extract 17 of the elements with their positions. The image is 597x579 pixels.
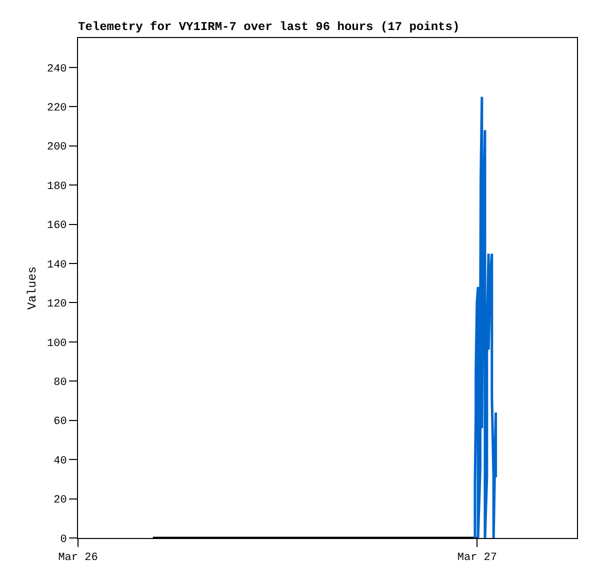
y-tick-label: 40	[54, 455, 67, 468]
y-tick-label: 200	[46, 142, 67, 154]
x-tick-label: Mar 26	[58, 552, 98, 564]
chart-title: Telemetry for VY1IRM-7 over last 96 hours (17 points)	[78, 20, 460, 34]
y-tick-label: 180	[46, 180, 67, 193]
y-tick-label: 0	[60, 534, 67, 546]
y-tick-label: 80	[54, 376, 67, 389]
y-tick-label: 160	[46, 220, 67, 232]
y-tick-label: 140	[46, 259, 67, 272]
y-tick-label: 100	[46, 338, 67, 350]
y-tick-label: 220	[46, 102, 67, 114]
y-tick-label: 120	[46, 298, 67, 311]
x-tick-label: Mar 27	[457, 552, 498, 564]
y-axis-title: Values	[25, 266, 40, 310]
y-tick-label: 240	[46, 63, 67, 76]
y-tick-label: 60	[54, 416, 67, 428]
y-tick-label: 20	[54, 494, 67, 507]
